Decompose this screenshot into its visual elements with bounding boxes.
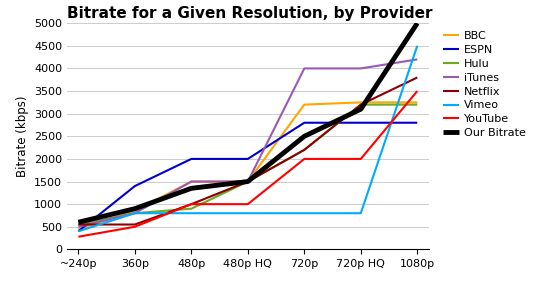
Netflix bbox=[357, 103, 364, 106]
Line: BBC: BBC bbox=[78, 102, 417, 229]
Line: Our Bitrate: Our Bitrate bbox=[78, 23, 417, 222]
YouTube bbox=[75, 235, 82, 238]
Legend: BBC, ESPN, Hulu, iTunes, Netflix, Vimeo, YouTube, Our Bitrate: BBC, ESPN, Hulu, iTunes, Netflix, Vimeo,… bbox=[440, 29, 528, 140]
Text: Bitrate for a Given Resolution, by Provider: Bitrate for a Given Resolution, by Provi… bbox=[67, 6, 433, 21]
iTunes bbox=[188, 180, 195, 183]
Netflix bbox=[414, 76, 420, 79]
Netflix bbox=[75, 223, 82, 226]
Vimeo bbox=[301, 211, 307, 215]
Our Bitrate bbox=[131, 207, 138, 211]
iTunes bbox=[131, 211, 138, 215]
Our Bitrate bbox=[301, 135, 307, 138]
Vimeo bbox=[414, 44, 420, 48]
YouTube bbox=[188, 202, 195, 206]
Y-axis label: Bitrate (kbps): Bitrate (kbps) bbox=[16, 95, 29, 177]
Our Bitrate bbox=[75, 220, 82, 224]
iTunes bbox=[244, 180, 251, 183]
YouTube bbox=[357, 157, 364, 161]
Netflix bbox=[301, 148, 307, 152]
Vimeo bbox=[357, 211, 364, 215]
Netflix bbox=[131, 223, 138, 226]
Vimeo bbox=[75, 230, 82, 233]
BBC bbox=[301, 103, 307, 106]
YouTube bbox=[131, 225, 138, 229]
YouTube bbox=[244, 202, 251, 206]
iTunes bbox=[414, 58, 420, 61]
Line: YouTube: YouTube bbox=[78, 91, 417, 237]
Hulu bbox=[357, 103, 364, 106]
ESPN bbox=[244, 157, 251, 161]
Vimeo bbox=[244, 211, 251, 215]
Hulu bbox=[301, 148, 307, 152]
BBC bbox=[131, 209, 138, 213]
YouTube bbox=[301, 157, 307, 161]
YouTube bbox=[414, 89, 420, 93]
iTunes bbox=[357, 67, 364, 70]
Hulu bbox=[414, 103, 420, 106]
Netflix bbox=[188, 202, 195, 206]
BBC bbox=[244, 180, 251, 183]
BBC bbox=[75, 227, 82, 231]
BBC bbox=[414, 101, 420, 104]
Line: Vimeo: Vimeo bbox=[78, 46, 417, 231]
BBC bbox=[188, 180, 195, 183]
Our Bitrate bbox=[414, 21, 420, 25]
Hulu bbox=[188, 207, 195, 211]
Our Bitrate bbox=[357, 107, 364, 111]
Line: iTunes: iTunes bbox=[78, 59, 417, 227]
ESPN bbox=[357, 121, 364, 124]
ESPN bbox=[188, 157, 195, 161]
ESPN bbox=[75, 230, 82, 233]
Vimeo bbox=[188, 211, 195, 215]
ESPN bbox=[301, 121, 307, 124]
Netflix bbox=[244, 180, 251, 183]
Hulu bbox=[131, 211, 138, 215]
ESPN bbox=[414, 121, 420, 124]
Hulu bbox=[75, 223, 82, 226]
iTunes bbox=[301, 67, 307, 70]
ESPN bbox=[131, 184, 138, 188]
Our Bitrate bbox=[188, 186, 195, 190]
Line: ESPN: ESPN bbox=[78, 123, 417, 231]
Vimeo bbox=[131, 211, 138, 215]
iTunes bbox=[75, 225, 82, 229]
Line: Hulu: Hulu bbox=[78, 105, 417, 224]
Line: Netflix: Netflix bbox=[78, 77, 417, 224]
BBC bbox=[357, 101, 364, 104]
Hulu bbox=[244, 180, 251, 183]
Our Bitrate bbox=[244, 180, 251, 183]
